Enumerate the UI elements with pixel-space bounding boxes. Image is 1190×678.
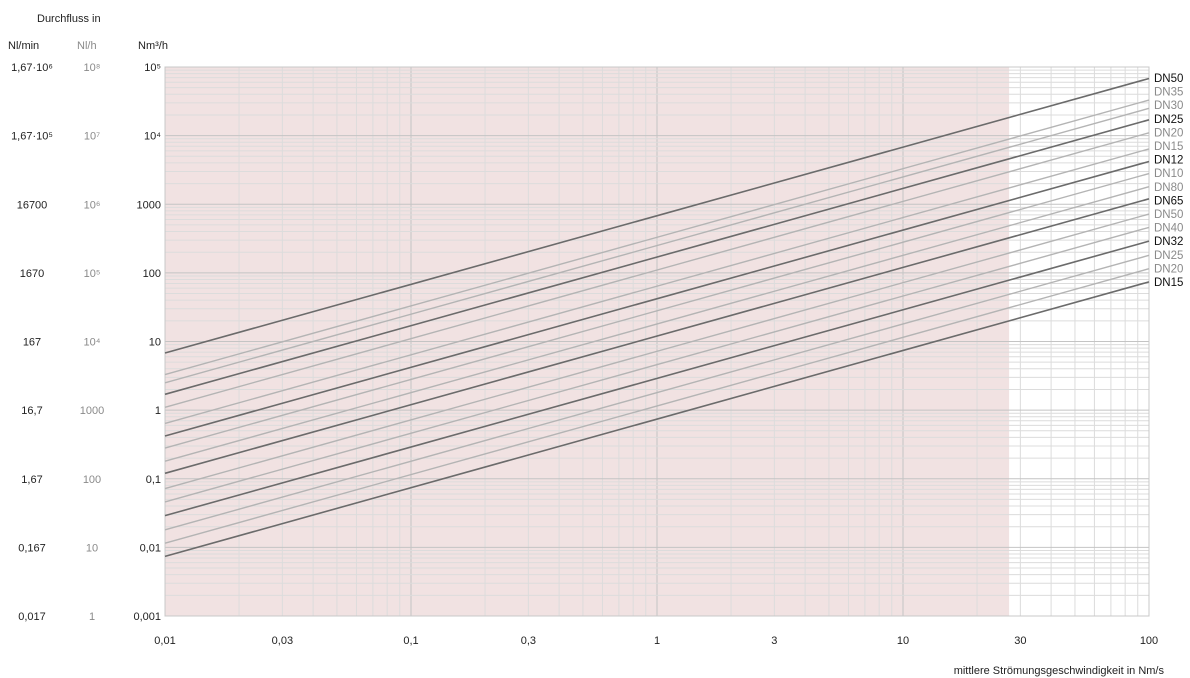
series-labels: DN50DN35DN30DN25DN20DN15DN12DN10DN80DN65… (1154, 73, 1183, 289)
y-tick-label-nm3h: 0,1 (146, 474, 161, 486)
y-tick-label-nlmin: 1,67 (21, 474, 42, 486)
x-tick-labels: 0,01 0,03 0,1 0,3 1 3 10 30 100 (154, 635, 1158, 647)
y-tick-label-nm3h: 0,01 (140, 542, 161, 554)
grid (164, 66, 1150, 617)
series-label: DN32 (1154, 236, 1183, 248)
series-label: DN25 (1154, 250, 1183, 262)
x-tick-label: 100 (1140, 635, 1158, 647)
plot-border (164, 66, 1150, 617)
series-label: DN65 (1154, 195, 1183, 207)
series-line (164, 119, 1150, 396)
series-label: DN20 (1154, 127, 1183, 139)
series-line (164, 281, 1150, 558)
series-line (164, 99, 1150, 376)
y-tick-label-nlh: 10⁶ (84, 199, 101, 211)
series-line (164, 254, 1150, 531)
y-tick-label-nlh: 10⁴ (84, 337, 101, 349)
y-tick-label-nlh: 10⁷ (84, 131, 100, 143)
series-label: DN80 (1154, 182, 1183, 194)
x-tick-label: 30 (1014, 635, 1026, 647)
x-tick-label: 0,1 (403, 635, 418, 647)
series-line (164, 213, 1150, 490)
series-label: DN15 (1154, 277, 1183, 289)
column-header-nlmin: Nl/min (8, 40, 39, 52)
y-tick-label-nm3h: 10⁵ (144, 62, 161, 74)
y-tick-labels: 0,001 1 0,017 0,01 10 0,167 0,1 100 1,67 1 1000 16,… (11, 62, 161, 623)
series-label: DN25 (1154, 114, 1183, 126)
y-tick-label-nm3h: 100 (143, 268, 161, 280)
series-line (164, 226, 1150, 503)
column-header-nm3h: Nm³/h (138, 40, 168, 52)
series-line (164, 198, 1150, 475)
y-tick-label-nlmin: 16700 (17, 199, 48, 211)
x-tick-label: 3 (771, 635, 777, 647)
x-tick-label: 10 (897, 635, 909, 647)
y-tick-label-nlh: 100 (83, 474, 101, 486)
x-tick-label: 0,01 (154, 635, 175, 647)
y-tick-label-nlh: 10 (86, 542, 98, 554)
y-tick-label-nlh: 10⁵ (84, 268, 101, 280)
y-tick-label-nlmin: 1,67·10⁵ (11, 131, 53, 143)
y-tick-label-nlmin: 16,7 (21, 405, 42, 417)
y-tick-label-nlh: 1000 (80, 405, 104, 417)
x-axis-label: mittlere Strömungsgeschwindigkeit in Nm/… (954, 665, 1165, 677)
series-label: DN50 (1154, 209, 1183, 221)
y-tick-label-nm3h: 10⁴ (144, 131, 161, 143)
x-tick-label: 0,3 (521, 635, 536, 647)
series-line (164, 160, 1150, 437)
header-title: Durchfluss in (37, 13, 101, 25)
y-tick-label-nlmin: 0,167 (18, 542, 46, 554)
x-tick-label: 0,03 (272, 635, 293, 647)
series-line (164, 77, 1150, 354)
y-tick-label-nm3h: 0,001 (133, 611, 161, 623)
y-tick-label-nlmin: 1,67·10⁶ (11, 62, 53, 74)
series-label: DN30 (1154, 100, 1183, 112)
y-tick-label-nlh: 10⁸ (84, 62, 101, 74)
y-tick-label-nlmin: 167 (23, 337, 41, 349)
y-tick-label-nm3h: 10 (149, 337, 161, 349)
y-tick-label-nlmin: 0,017 (18, 611, 46, 623)
series-line (164, 132, 1150, 408)
series-line (164, 107, 1150, 384)
y-tick-label-nlh: 1 (89, 611, 95, 623)
x-tick-label: 1 (654, 635, 660, 647)
series-label: DN15 (1154, 141, 1183, 153)
y-tick-label-nm3h: 1000 (137, 199, 161, 211)
series-label: DN12 (1154, 155, 1183, 167)
series-label: DN20 (1154, 263, 1183, 275)
series-line (164, 268, 1150, 544)
column-header-nlh: Nl/h (77, 40, 97, 52)
series-line (164, 172, 1150, 449)
series-label: DN35 (1154, 87, 1183, 99)
y-tick-label-nm3h: 1 (155, 405, 161, 417)
series-line (164, 186, 1150, 462)
y-tick-label-nlmin: 1670 (20, 268, 44, 280)
series-line (164, 240, 1150, 517)
series-line (164, 148, 1150, 425)
series-label: DN50 (1154, 73, 1183, 85)
series-label: DN10 (1154, 168, 1183, 180)
series-label: DN40 (1154, 223, 1183, 235)
series-lines (164, 77, 1150, 558)
